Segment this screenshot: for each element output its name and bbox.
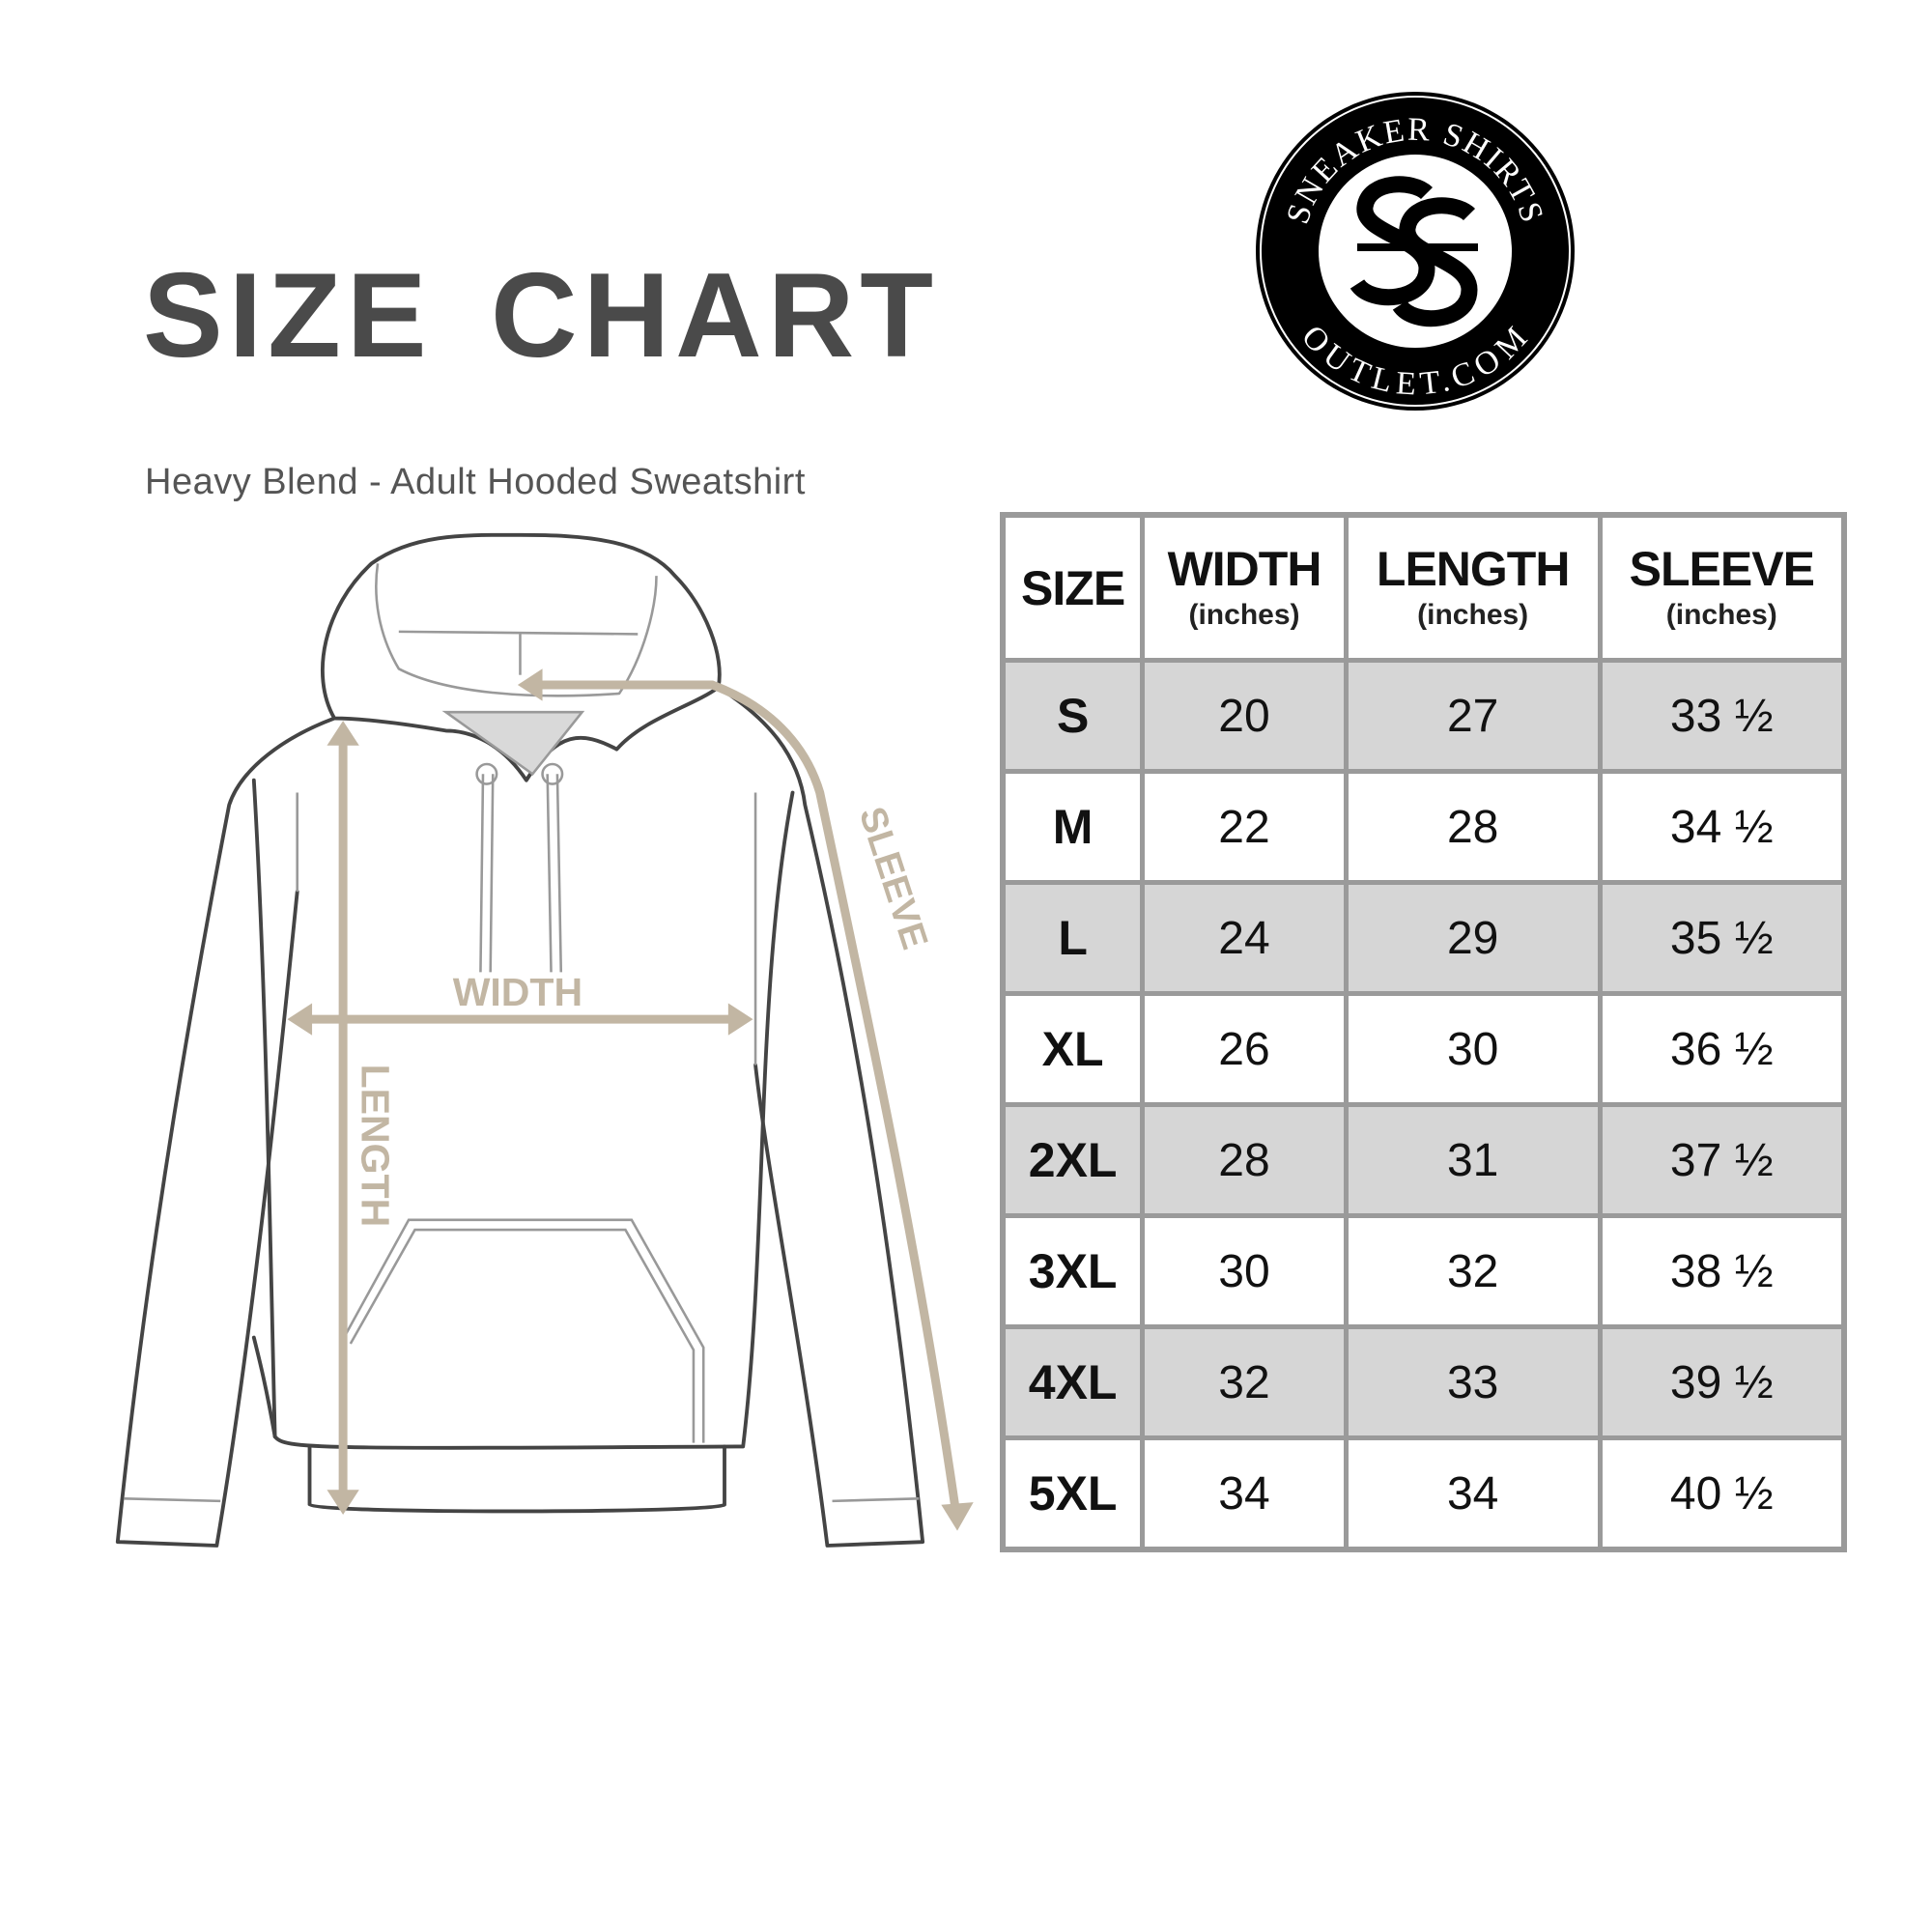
cell-width: 20 — [1140, 658, 1349, 774]
brand-logo: SNEAKER SHIRTS OUTLET.COM — [1256, 92, 1575, 411]
table-header-row: SIZE WIDTH (inches) LENGTH (inches) SLEEVE… — [1000, 512, 1847, 663]
cell-size: S — [1000, 658, 1146, 774]
cell-sleeve: 38 ½ — [1597, 1213, 1847, 1329]
cell-sleeve: 39 ½ — [1597, 1324, 1847, 1440]
cell-length: 32 — [1343, 1213, 1603, 1329]
table-row: M 22 28 34 ½ — [1000, 769, 1847, 885]
column-header-size: SIZE — [1000, 512, 1146, 663]
length-label: LENGTH — [353, 1065, 397, 1228]
size-table: SIZE WIDTH (inches) LENGTH (inches) SLEEVE… — [1000, 512, 1847, 1552]
table-row: 5XL 34 34 40 ½ — [1000, 1435, 1847, 1552]
product-subtitle: Heavy Blend - Adult Hooded Sweatshirt — [145, 462, 806, 502]
cell-width: 30 — [1140, 1213, 1349, 1329]
table-row: 2XL 28 31 37 ½ — [1000, 1102, 1847, 1218]
table-row: XL 26 30 36 ½ — [1000, 991, 1847, 1107]
cell-length: 31 — [1343, 1102, 1603, 1218]
table-row: L 24 29 35 ½ — [1000, 880, 1847, 996]
cell-size: XL — [1000, 991, 1146, 1107]
hoodie-outline — [115, 532, 925, 1548]
page-title: SIZE CHART — [143, 249, 939, 383]
cell-width: 32 — [1140, 1324, 1349, 1440]
cell-length: 33 — [1343, 1324, 1603, 1440]
cell-sleeve: 34 ½ — [1597, 769, 1847, 885]
width-label: WIDTH — [453, 970, 582, 1014]
cell-size: 4XL — [1000, 1324, 1146, 1440]
cell-length: 30 — [1343, 991, 1603, 1107]
cell-length: 27 — [1343, 658, 1603, 774]
cell-size: 2XL — [1000, 1102, 1146, 1218]
cell-length: 29 — [1343, 880, 1603, 996]
cell-size: M — [1000, 769, 1146, 885]
sleeve-label: SLEEVE — [851, 802, 936, 954]
cell-sleeve: 36 ½ — [1597, 991, 1847, 1107]
cell-sleeve: 40 ½ — [1597, 1435, 1847, 1552]
logo-monogram — [1350, 176, 1478, 327]
cell-width: 26 — [1140, 991, 1349, 1107]
table-row: 4XL 32 33 39 ½ — [1000, 1324, 1847, 1440]
cell-length: 34 — [1343, 1435, 1603, 1552]
cell-length: 28 — [1343, 769, 1603, 885]
table-row: 3XL 30 32 38 ½ — [1000, 1213, 1847, 1329]
cell-width: 22 — [1140, 769, 1349, 885]
cell-width: 28 — [1140, 1102, 1349, 1218]
cell-size: 3XL — [1000, 1213, 1146, 1329]
measurement-arrows — [287, 668, 974, 1531]
column-header-width: WIDTH (inches) — [1140, 512, 1349, 663]
table-row: S 20 27 33 ½ — [1000, 658, 1847, 774]
sleeve-arrow — [530, 680, 961, 1519]
cell-size: L — [1000, 880, 1146, 996]
cell-sleeve: 37 ½ — [1597, 1102, 1847, 1218]
column-header-length: LENGTH (inches) — [1343, 512, 1603, 663]
column-header-sleeve: SLEEVE (inches) — [1597, 512, 1847, 663]
cell-sleeve: 33 ½ — [1597, 658, 1847, 774]
cell-width: 24 — [1140, 880, 1349, 996]
cell-sleeve: 35 ½ — [1597, 880, 1847, 996]
cell-width: 34 — [1140, 1435, 1349, 1552]
cell-size: 5XL — [1000, 1435, 1146, 1552]
